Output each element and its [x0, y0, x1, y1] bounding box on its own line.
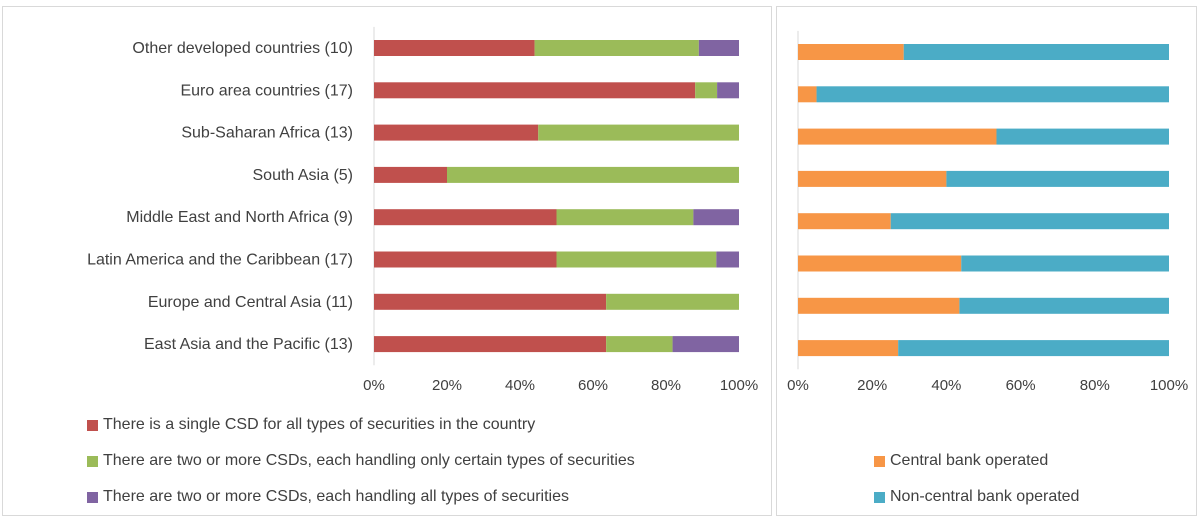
bar-non-central-bank-europe-and-central-asia-11 [959, 297, 1169, 314]
bar-two-plus-certain-east-asia-and-the-pacific-13 [606, 336, 673, 353]
bar-non-central-bank-middle-east-and-north-africa-9 [890, 213, 1169, 230]
legend-swatch-two-plus-certain [87, 455, 98, 467]
bar-two-plus-certain-middle-east-and-north-africa-9 [556, 209, 694, 226]
legend-item-single-csd: There is a single CSD for all types of s… [87, 407, 635, 443]
legend-swatch-non-central-bank [874, 491, 885, 503]
category-label-sub-saharan-africa-13: Sub-Saharan Africa (13) [181, 125, 353, 142]
category-label-latin-america-and-the-caribbean-17: Latin America and the Caribbean (17) [87, 252, 353, 269]
x-tick-label-100: 100% [1150, 377, 1188, 394]
bar-two-plus-all-east-asia-and-the-pacific-13 [672, 336, 739, 353]
bar-single-csd-sub-saharan-africa-13 [374, 124, 539, 141]
bar-central-bank-east-asia-and-the-pacific-13 [798, 340, 899, 357]
bar-two-plus-all-euro-area-countries-17 [717, 82, 739, 99]
bar-non-central-bank-east-asia-and-the-pacific-13 [898, 340, 1169, 357]
x-tick-label-20: 20% [432, 377, 462, 394]
legend-item-two-plus-certain: There are two or more CSDs, each handlin… [87, 443, 635, 479]
operator-chart: 0% 20% 40% 60% 80% 100% [787, 30, 1188, 394]
bar-two-plus-certain-euro-area-countries-17 [695, 82, 718, 99]
legend-label-two-plus-certain: There are two or more CSDs, each handlin… [103, 452, 635, 469]
x-tick-label-60: 60% [1006, 377, 1036, 394]
bar-single-csd-east-asia-and-the-pacific-13 [374, 336, 607, 353]
bar-non-central-bank-euro-area-countries-17 [816, 86, 1169, 103]
category-label-europe-and-central-asia-11: Europe and Central Asia (11) [148, 294, 353, 311]
legend-item-non-central-bank: Non-central bank operated [874, 479, 1079, 515]
csd-structure-chart-panel: Other developed countries (10) Euro area … [2, 6, 772, 516]
bar-central-bank-south-asia-5 [798, 170, 947, 187]
bar-single-csd-euro-area-countries-17 [374, 82, 696, 99]
category-label-east-asia-and-the-pacific-13: East Asia and the Pacific (13) [144, 336, 353, 353]
operator-chart-panel: 0% 20% 40% 60% 80% 100% Central bank operated… [776, 6, 1197, 516]
bar-non-central-bank-latin-america-and-the-caribbean-17 [961, 255, 1169, 272]
bar-two-plus-certain-sub-saharan-africa-13 [538, 124, 739, 141]
category-label-middle-east-and-north-africa-9: Middle East and North Africa (9) [126, 209, 353, 226]
legend-swatch-single-csd [87, 419, 98, 431]
operator-legend: Central bank operated Non-central bank o… [874, 443, 1079, 515]
bar-two-plus-certain-europe-and-central-asia-11 [606, 293, 739, 310]
bar-central-bank-europe-and-central-asia-11 [798, 297, 960, 314]
bar-two-plus-certain-other-developed-countries-10 [534, 40, 699, 56]
bar-non-central-bank-south-asia-5 [946, 170, 1169, 187]
bar-central-bank-euro-area-countries-17 [798, 86, 817, 103]
bar-two-plus-certain-latin-america-and-the-caribbean-17 [556, 251, 717, 268]
category-label-south-asia-5: South Asia (5) [253, 167, 354, 184]
category-label-euro-area-countries-17: Euro area countries (17) [180, 82, 353, 99]
legend-label-single-csd: There is a single CSD for all types of s… [103, 416, 536, 433]
category-label-other-developed-countries-10: Other developed countries (10) [132, 40, 353, 57]
bar-central-bank-middle-east-and-north-africa-9 [798, 213, 891, 230]
x-tick-label-100: 100% [720, 377, 758, 394]
legend-item-two-plus-all: There are two or more CSDs, each handlin… [87, 479, 635, 515]
bar-two-plus-all-middle-east-and-north-africa-9 [693, 209, 739, 226]
csd-structure-chart: Other developed countries (10) Euro area … [87, 26, 758, 394]
bar-central-bank-sub-saharan-africa-13 [798, 128, 997, 145]
x-tick-label-20: 20% [857, 377, 887, 394]
bar-non-central-bank-sub-saharan-africa-13 [996, 128, 1169, 145]
bar-single-csd-other-developed-countries-10 [374, 40, 535, 56]
legend-swatch-central-bank [874, 455, 885, 467]
legend-label-central-bank: Central bank operated [890, 452, 1049, 469]
x-tick-label-80: 80% [1080, 377, 1110, 394]
bar-single-csd-south-asia-5 [374, 166, 447, 183]
x-tick-label-0: 0% [363, 377, 385, 394]
bar-two-plus-all-latin-america-and-the-caribbean-17 [716, 251, 739, 268]
bar-single-csd-middle-east-and-north-africa-9 [374, 209, 557, 226]
bar-two-plus-all-other-developed-countries-10 [698, 40, 739, 56]
legend-label-non-central-bank: Non-central bank operated [890, 488, 1080, 505]
x-tick-label-40: 40% [505, 377, 535, 394]
x-tick-label-60: 60% [578, 377, 608, 394]
bar-single-csd-europe-and-central-asia-11 [374, 293, 607, 310]
legend-item-central-bank: Central bank operated [874, 443, 1079, 479]
x-tick-label-0: 0% [787, 377, 809, 394]
bar-central-bank-other-developed-countries-10 [798, 44, 904, 60]
bar-non-central-bank-other-developed-countries-10 [903, 44, 1169, 60]
legend-swatch-two-plus-all [87, 491, 98, 503]
bar-two-plus-certain-south-asia-5 [447, 166, 739, 183]
legend-label-two-plus-all: There are two or more CSDs, each handlin… [103, 488, 569, 505]
bar-central-bank-latin-america-and-the-caribbean-17 [798, 255, 962, 272]
x-tick-label-40: 40% [931, 377, 961, 394]
bar-single-csd-latin-america-and-the-caribbean-17 [374, 251, 557, 268]
csd-structure-legend: There is a single CSD for all types of s… [87, 407, 635, 515]
x-tick-label-80: 80% [651, 377, 681, 394]
